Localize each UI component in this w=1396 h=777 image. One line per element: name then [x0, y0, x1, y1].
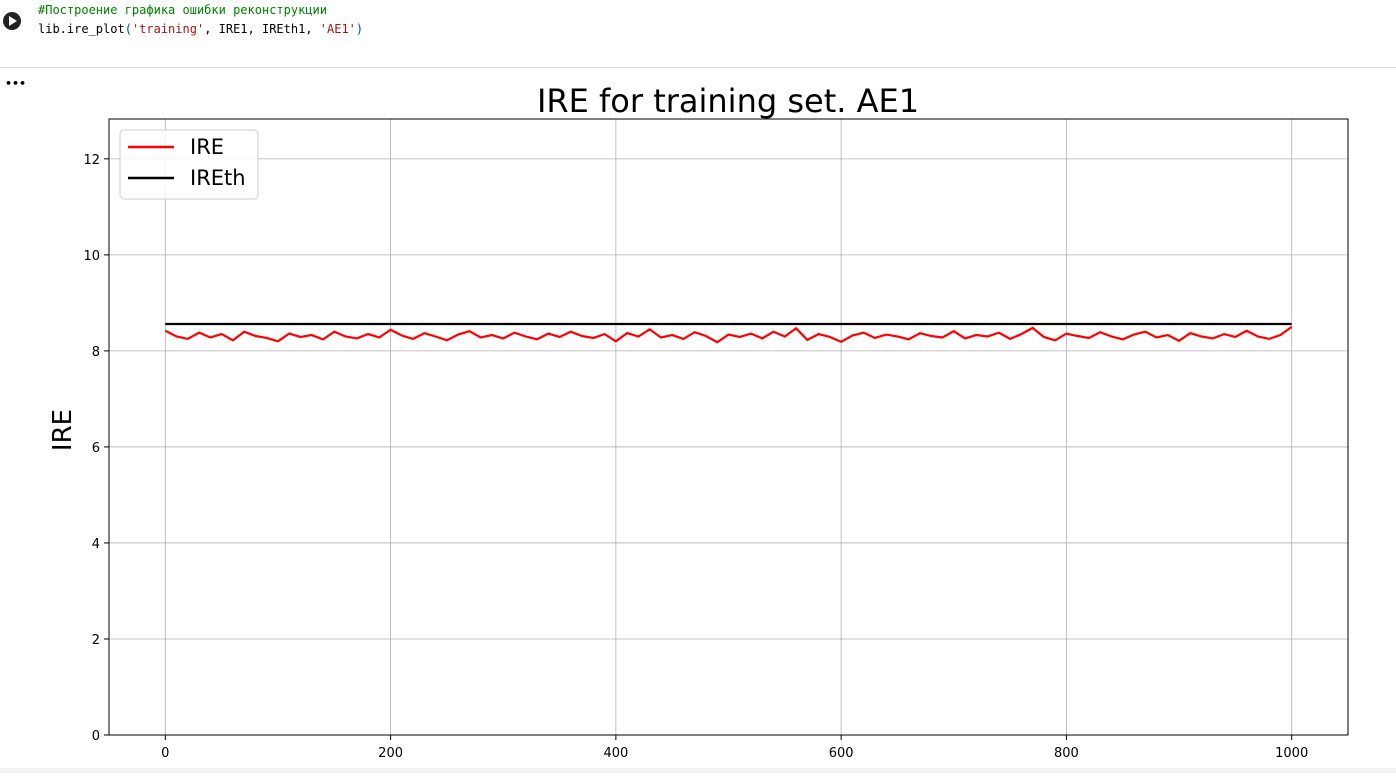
output-menu[interactable]: ••• [5, 77, 26, 90]
y-tick-label: 8 [92, 345, 100, 360]
x-tick-label: 800 [1054, 746, 1079, 761]
code-token: ) [356, 22, 363, 36]
code-token: , IRE1, IREth1, [204, 22, 320, 36]
bottom-bar [0, 768, 1396, 773]
y-tick-label: 4 [92, 537, 100, 552]
y-tick-label: 6 [92, 441, 100, 456]
y-tick-label: 2 [92, 633, 100, 648]
code-line: lib.ire_plot('training', IRE1, IREth1, '… [38, 22, 363, 36]
y-axis-label: IRE [48, 409, 78, 451]
legend-label: IRE [190, 135, 224, 159]
plot: 0 200 400 600 800 1000 0 2 4 6 8 10 12 IRE IREth [83, 118, 1349, 761]
x-tick-label: 1000 [1275, 746, 1308, 761]
x-tick-label: 200 [378, 746, 403, 761]
code-token: 'AE1' [320, 22, 356, 36]
code-comment: #Построение графика ошибки реконструкции [38, 3, 327, 17]
y-tick-label: 0 [92, 729, 100, 744]
x-tick-label: 0 [161, 746, 169, 761]
x-tick-label: 400 [603, 746, 628, 761]
code-token: 'training' [132, 22, 204, 36]
x-tick-label: 600 [829, 746, 854, 761]
y-tick-label: 10 [83, 249, 100, 264]
run-icon [9, 16, 17, 26]
series-line [164, 326, 1293, 344]
chart-title: IRE for training set. AE1 [537, 82, 919, 120]
plot-frame [108, 118, 1349, 736]
legend-label: IREth [190, 166, 246, 190]
y-tick-label: 12 [83, 153, 100, 168]
code-token: lib.ire_plot [38, 22, 125, 36]
code-token: ( [125, 22, 132, 36]
